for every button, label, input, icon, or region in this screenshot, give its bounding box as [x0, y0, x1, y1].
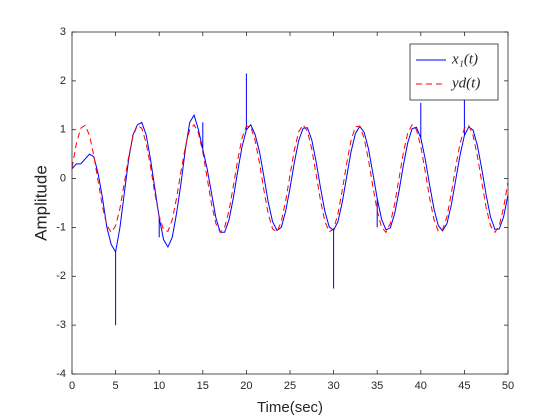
x-tick-label: 50: [502, 380, 514, 392]
y-tick-label: 0: [60, 172, 66, 184]
legend-box: [409, 43, 499, 101]
x-axis-label: Time(sec): [257, 399, 323, 416]
y-axis-label: Amplitude: [31, 165, 50, 241]
y-tick-label: -1: [56, 221, 66, 233]
x-tick-label: 35: [371, 380, 383, 392]
lines: [72, 73, 508, 326]
y-tick-label: -2: [56, 270, 66, 282]
x-tick-label: 0: [69, 380, 75, 392]
legend-label: yd(t): [450, 75, 480, 91]
x-tick-label: 25: [284, 380, 296, 392]
y-tick-label: 3: [60, 26, 66, 38]
y-tick-label: 2: [60, 75, 66, 87]
x-tick-label: 15: [197, 380, 209, 392]
x-tick-label: 45: [458, 380, 470, 392]
x-tick-label: 10: [153, 380, 165, 392]
series-line: [72, 73, 508, 326]
x-tick-label: 5: [113, 380, 119, 392]
legend-label: x₁(t): [451, 51, 478, 67]
y-tick-label: -3: [56, 319, 66, 331]
x-tick-label: 20: [240, 380, 252, 392]
y-tick-label: 1: [60, 124, 66, 136]
y-tick-label: -4: [56, 368, 66, 380]
x-tick-label: 40: [415, 380, 427, 392]
series-line: [72, 123, 508, 234]
x-tick-label: 30: [327, 380, 339, 392]
